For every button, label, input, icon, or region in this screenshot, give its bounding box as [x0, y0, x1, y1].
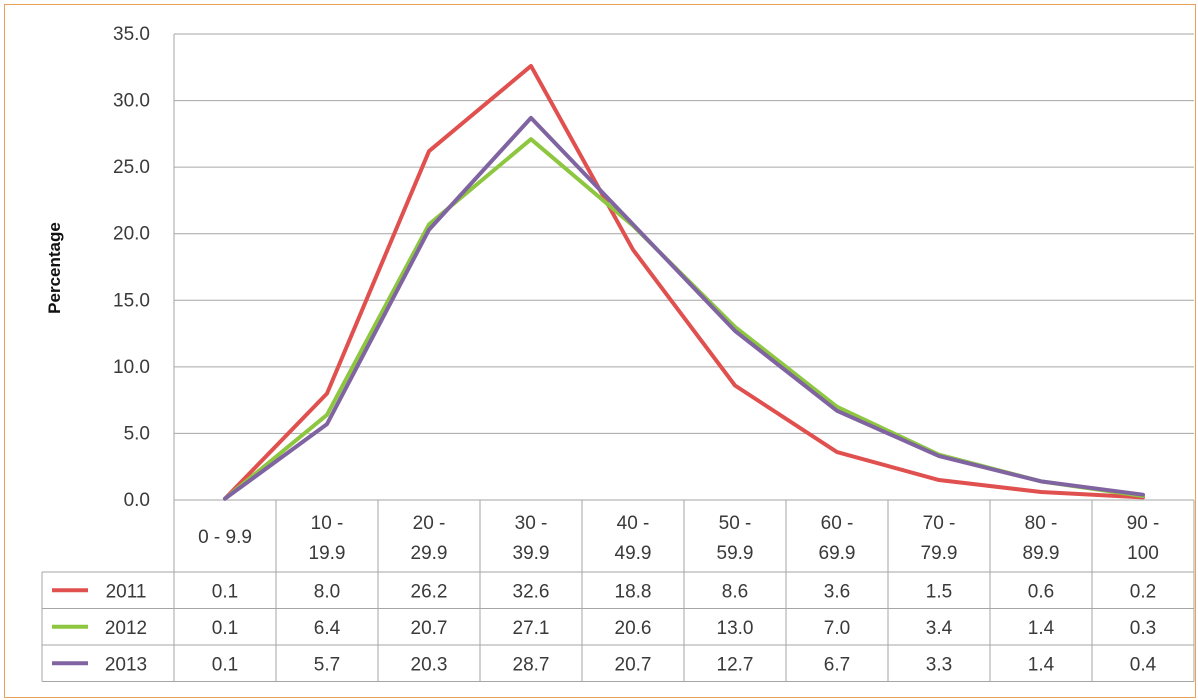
- y-tick-label: 30.0: [113, 91, 150, 112]
- table-cell-value: 3.3: [926, 654, 952, 675]
- x-category-label: 49.9: [615, 543, 652, 564]
- x-category-label: 39.9: [513, 543, 550, 564]
- x-category-label: 60 -: [821, 513, 854, 534]
- y-tick-label: 0.0: [124, 490, 150, 511]
- x-category-label: 0 - 9.9: [198, 527, 252, 548]
- table-cell-value: 0.1: [212, 618, 238, 639]
- table-cell-value: 0.1: [212, 581, 238, 602]
- table-cell-value: 28.7: [513, 654, 550, 675]
- table-cell-value: 0.2: [1130, 581, 1156, 602]
- x-category-label: 40 -: [617, 513, 650, 534]
- x-category-label: 19.9: [309, 543, 346, 564]
- x-category-label: 70 -: [923, 513, 956, 534]
- legend-label-2012: 2012: [105, 618, 147, 639]
- table-cell-value: 5.7: [314, 654, 340, 675]
- y-tick-label: 35.0: [113, 24, 150, 45]
- table-cell-value: 7.0: [824, 618, 850, 639]
- table-cell-value: 3.4: [926, 618, 953, 639]
- legend-label-2013: 2013: [105, 654, 147, 675]
- table-cell-value: 0.3: [1130, 618, 1156, 639]
- table-cell-value: 27.1: [513, 618, 550, 639]
- x-category-label: 100: [1127, 543, 1159, 564]
- table-cell-value: 32.6: [513, 581, 550, 602]
- table-cell-value: 26.2: [411, 581, 448, 602]
- table-cell-value: 0.6: [1028, 581, 1054, 602]
- table-cell-value: 6.7: [824, 654, 850, 675]
- x-category-label: 29.9: [411, 543, 448, 564]
- table-cell-value: 1.5: [926, 581, 952, 602]
- x-category-label: 50 -: [719, 513, 752, 534]
- table-cell-value: 13.0: [717, 618, 754, 639]
- x-category-label: 10 -: [311, 513, 344, 534]
- y-tick-label: 25.0: [113, 157, 150, 178]
- table-cell-value: 18.8: [615, 581, 652, 602]
- table-cell-value: 1.4: [1028, 618, 1055, 639]
- table-cell-value: 20.6: [615, 618, 652, 639]
- y-tick-label: 10.0: [113, 357, 150, 378]
- table-cell-value: 0.4: [1130, 654, 1157, 675]
- y-tick-label: 20.0: [113, 224, 150, 245]
- x-category-label: 90 -: [1127, 513, 1160, 534]
- y-tick-label: 15.0: [113, 290, 150, 311]
- table-cell-value: 12.7: [717, 654, 754, 675]
- table-cell-value: 0.1: [212, 654, 238, 675]
- legend-label-2011: 2011: [106, 581, 147, 602]
- x-category-label: 30 -: [515, 513, 548, 534]
- x-category-label: 89.9: [1023, 543, 1060, 564]
- table-cell-value: 6.4: [314, 618, 341, 639]
- x-category-label: 80 -: [1025, 513, 1058, 534]
- table-cell-value: 8.0: [314, 581, 340, 602]
- x-category-label: 69.9: [819, 543, 856, 564]
- x-category-label: 79.9: [921, 543, 958, 564]
- table-cell-value: 1.4: [1028, 654, 1055, 675]
- x-category-label: 59.9: [717, 543, 754, 564]
- series-line-2013: [223, 115, 1145, 501]
- y-tick-label: 5.0: [124, 423, 150, 444]
- y-axis-label: Percentage: [45, 222, 64, 314]
- table-cell-value: 8.6: [722, 581, 748, 602]
- chart-frame: [4, 4, 1196, 698]
- table-cell-value: 3.6: [824, 581, 850, 602]
- table-cell-value: 20.7: [411, 618, 448, 639]
- series-line-2011: [223, 63, 1145, 501]
- x-category-label: 20 -: [413, 513, 446, 534]
- table-cell-value: 20.3: [411, 654, 448, 675]
- table-cell-value: 20.7: [615, 654, 652, 675]
